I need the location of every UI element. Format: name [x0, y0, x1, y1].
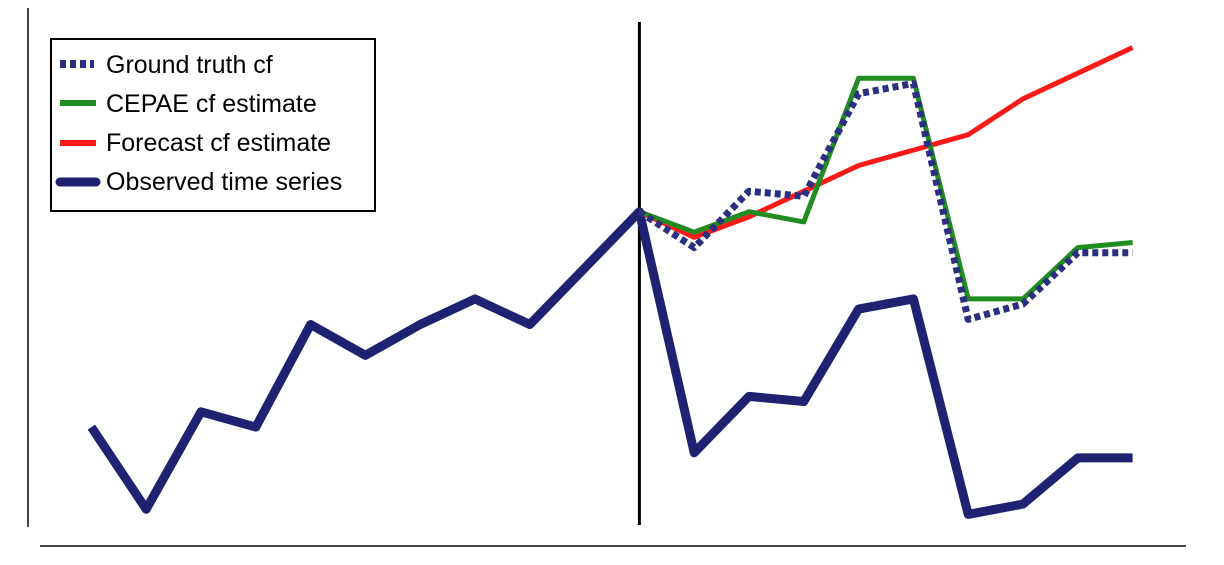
data-point-forecast-cf-estimate	[857, 164, 861, 168]
data-point-ground-truth-cf	[911, 81, 915, 85]
series-line-observed-time-series	[87, 207, 1133, 519]
data-point-observed-time-series	[911, 297, 915, 301]
legend-label-forecast: Forecast cf estimate	[106, 129, 331, 157]
data-point-ground-truth-cf	[747, 189, 751, 193]
data-point-ground-truth-cf	[1131, 251, 1135, 255]
data-point-observed-time-series	[802, 400, 806, 404]
data-point-ground-truth-cf	[1076, 251, 1080, 255]
data-point-forecast-cf-estimate	[747, 215, 751, 219]
data-point-cepae-cf-estimate	[802, 220, 806, 224]
data-point-cepae-cf-estimate	[692, 230, 696, 234]
legend-box	[50, 38, 376, 212]
data-point-observed-time-series	[363, 353, 367, 357]
series-line-forecast-cf-estimate	[638, 45, 1134, 240]
data-point-ground-truth-cf	[857, 92, 861, 96]
data-point-cepae-cf-estimate	[747, 210, 751, 214]
data-point-observed-time-series	[473, 297, 477, 301]
data-point-observed-time-series	[1021, 502, 1025, 506]
data-point-observed-time-series	[199, 410, 203, 414]
data-point-observed-time-series	[528, 323, 532, 327]
data-point-observed-time-series	[309, 323, 313, 327]
data-point-observed-time-series	[692, 451, 696, 455]
data-point-cepae-cf-estimate	[911, 76, 915, 80]
data-point-ground-truth-cf	[692, 246, 696, 250]
data-point-forecast-cf-estimate	[692, 235, 696, 239]
series-layer	[87, 45, 1135, 519]
data-point-forecast-cf-estimate	[1076, 71, 1080, 75]
legend-label-observed: Observed time series	[106, 168, 342, 196]
data-point-observed-time-series	[144, 507, 148, 511]
data-point-forecast-cf-estimate	[966, 133, 970, 137]
legend-label-cepae: CEPAE cf estimate	[106, 90, 317, 118]
data-point-observed-time-series	[583, 266, 587, 270]
data-point-cepae-cf-estimate	[857, 76, 861, 80]
data-point-observed-time-series	[857, 307, 861, 311]
data-point-ground-truth-cf	[802, 194, 806, 198]
data-point-observed-time-series	[966, 512, 970, 516]
data-point-observed-time-series	[418, 323, 422, 327]
data-point-cepae-cf-estimate	[1076, 246, 1080, 250]
data-point-observed-time-series	[254, 425, 258, 429]
series-line-cepae-cf-estimate	[638, 75, 1133, 302]
data-point-forecast-cf-estimate	[1131, 46, 1135, 50]
data-point-observed-time-series	[747, 394, 751, 398]
series-line-ground-truth-cf	[637, 79, 1133, 323]
data-point-forecast-cf-estimate	[1021, 97, 1025, 101]
data-point-ground-truth-cf	[966, 317, 970, 321]
data-point-observed-time-series	[89, 425, 93, 429]
data-point-ground-truth-cf	[637, 210, 641, 214]
legend-label-ground-truth: Ground truth cf	[106, 51, 273, 79]
legend: Ground truth cf CEPAE cf estimate Foreca…	[50, 38, 376, 212]
data-point-ground-truth-cf	[1021, 302, 1025, 306]
data-point-cepae-cf-estimate	[1131, 241, 1135, 245]
data-point-forecast-cf-estimate	[911, 148, 915, 152]
data-point-observed-time-series	[1131, 456, 1135, 460]
data-point-observed-time-series	[1076, 456, 1080, 460]
